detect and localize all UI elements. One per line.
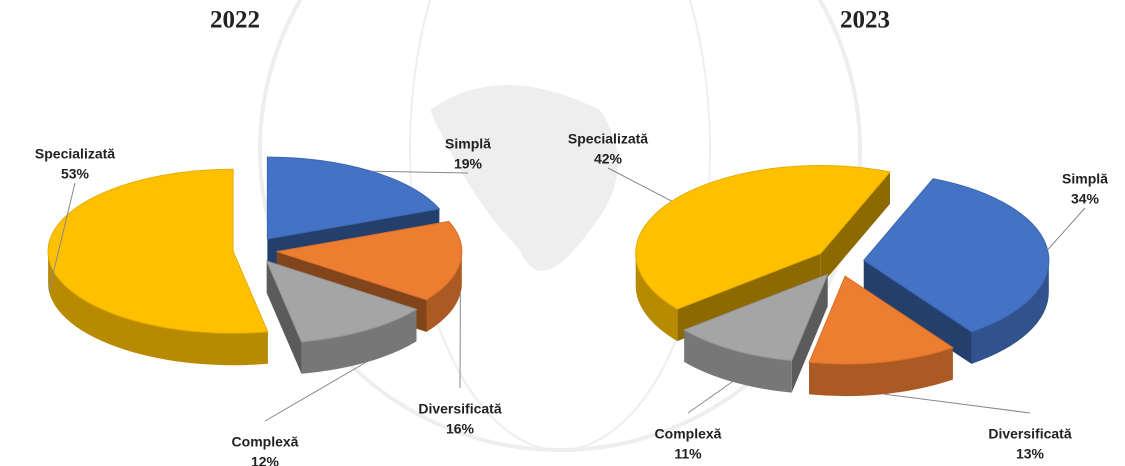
value-label: 42% xyxy=(594,151,623,167)
value-label: 11% xyxy=(674,446,702,462)
slice-wall xyxy=(684,329,792,393)
leader-line xyxy=(371,170,469,174)
value-label: 16% xyxy=(446,421,475,437)
slice xyxy=(683,273,829,393)
pie-slice xyxy=(683,273,829,362)
leader-line xyxy=(48,182,76,292)
watermark xyxy=(258,0,862,452)
slice xyxy=(808,275,954,397)
value-label: 13% xyxy=(1016,446,1045,462)
pie-slice xyxy=(635,164,891,310)
slice-side xyxy=(266,261,302,374)
pie-slice xyxy=(266,156,441,240)
pie-slice xyxy=(808,275,954,365)
pie-slice xyxy=(863,178,1050,333)
category-label: Diversificată xyxy=(988,426,1071,442)
leader-line xyxy=(884,393,1031,414)
value-label: 53% xyxy=(61,166,90,182)
category-label: Complexă xyxy=(655,426,722,442)
slice-side xyxy=(820,171,890,286)
pie-slice xyxy=(276,220,463,301)
category-label: Specializată xyxy=(35,146,115,162)
slice-wall xyxy=(971,260,1049,364)
category-label: Specializată xyxy=(568,131,648,147)
chart-title: 2023 xyxy=(840,7,890,34)
slice-wall xyxy=(809,347,953,397)
value-label: 19% xyxy=(454,156,483,172)
leader-line xyxy=(687,381,733,414)
slice-wall xyxy=(301,309,417,374)
slice xyxy=(47,168,269,366)
leader-line xyxy=(1047,207,1086,251)
category-label: Simplă xyxy=(445,136,491,152)
slice-wall xyxy=(635,253,678,342)
value-label: 34% xyxy=(1071,191,1100,207)
slice-wall xyxy=(426,251,462,332)
slice-side xyxy=(863,260,972,364)
category-label: Diversificată xyxy=(418,401,501,417)
slice xyxy=(863,178,1050,364)
leader-line xyxy=(264,361,367,422)
leader-line xyxy=(607,167,673,202)
chart-title: 2022 xyxy=(210,7,260,34)
pie-slice xyxy=(47,168,269,334)
category-label: Complexă xyxy=(232,434,299,450)
slice xyxy=(265,260,418,374)
pie-slice xyxy=(265,260,418,343)
slice-wall xyxy=(48,251,268,366)
value-label: 12% xyxy=(251,454,280,466)
category-label: Simplă xyxy=(1062,171,1108,187)
